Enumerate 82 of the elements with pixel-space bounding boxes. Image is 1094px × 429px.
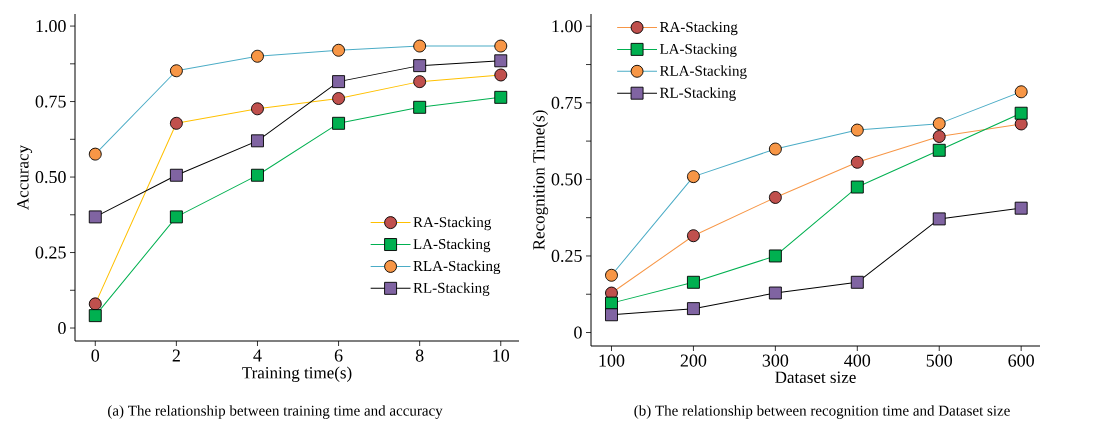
y-tick-label: 0: [574, 326, 582, 339]
y-tick-label: 0.50: [551, 173, 582, 186]
legend-label: RLA-Stacking: [413, 260, 501, 275]
point: [850, 123, 864, 137]
y-tick-label: 0.50: [35, 170, 66, 184]
point: [88, 297, 102, 311]
x-tick-label: 10: [493, 349, 510, 362]
point: [850, 275, 864, 289]
point: [1014, 106, 1028, 120]
point: [494, 39, 508, 53]
point: [251, 49, 264, 63]
x-tick-label: 6: [334, 349, 343, 362]
point: [932, 212, 946, 226]
point: [332, 75, 346, 89]
y-tick-label: 1.00: [552, 20, 582, 33]
y-tick-label: 0.75: [35, 95, 66, 108]
text: (a) The relationship between training time and accuracy: [108, 405, 443, 419]
point: [413, 100, 427, 114]
point: [494, 90, 508, 104]
point: [169, 168, 183, 182]
legend-label: RL-Stacking: [659, 87, 736, 101]
point: [251, 168, 264, 182]
x-axis-title: Dataset size: [775, 371, 856, 383]
point: [686, 275, 700, 289]
x-tick-label: 0: [91, 349, 100, 362]
point: [605, 268, 618, 282]
point: [413, 75, 427, 89]
point: [251, 134, 264, 148]
point: [768, 249, 782, 263]
x-tick-label: 100: [599, 354, 625, 367]
y-axis-title: Accuracy: [17, 145, 33, 210]
point: [686, 170, 700, 184]
x-tick-label: 8: [415, 349, 424, 362]
point: [169, 210, 183, 224]
point: [768, 286, 782, 300]
x-tick-label: 400: [844, 354, 871, 367]
legend-label: RA-Stacking: [659, 21, 738, 36]
point: [768, 191, 782, 204]
point: [251, 102, 264, 116]
y-tick-label: 0: [58, 321, 66, 335]
y-tick-label: 0.25: [551, 249, 582, 263]
point: [932, 117, 946, 131]
point: [686, 302, 700, 316]
y-tick-label: 0.75: [551, 96, 582, 109]
point: [850, 180, 864, 194]
legend-label: RA-Stacking: [413, 216, 492, 231]
point: [413, 59, 427, 73]
point: [169, 64, 183, 78]
text: (b) The relationship between recognition time and Dataset size: [634, 405, 1010, 419]
point: [932, 130, 946, 143]
legend-label: RLA-Stacking: [659, 65, 747, 79]
x-axis-title: Training time(s): [242, 366, 352, 383]
point: [1014, 201, 1028, 215]
point: [768, 142, 782, 156]
point: [494, 68, 508, 82]
x-tick-label: 4: [253, 349, 262, 362]
x-tick-label: 300: [762, 354, 789, 367]
y-tick-label: 1.00: [36, 19, 66, 33]
point: [88, 210, 102, 224]
point: [332, 116, 346, 130]
point: [413, 39, 427, 53]
point: [605, 296, 618, 310]
point: [88, 309, 102, 323]
point: [932, 143, 946, 157]
legend-label: RL-Stacking: [413, 282, 490, 297]
point: [88, 147, 102, 161]
point: [332, 92, 346, 105]
x-tick-label: 2: [172, 349, 180, 362]
x-tick-label: 200: [680, 354, 707, 367]
point: [605, 308, 618, 322]
x-tick-label: 600: [1008, 354, 1034, 367]
legend-label: LA-Stacking: [659, 43, 737, 58]
point: [1014, 85, 1028, 99]
y-axis-title: Recognition Time(s): [532, 110, 549, 250]
y-tick-label: 0.25: [35, 246, 66, 259]
point: [494, 54, 508, 68]
x-tick-label: 500: [926, 354, 953, 367]
point: [332, 43, 346, 57]
point: [169, 116, 183, 130]
point: [686, 229, 700, 243]
point: [850, 155, 864, 169]
legend-label: LA-Stacking: [413, 238, 491, 253]
